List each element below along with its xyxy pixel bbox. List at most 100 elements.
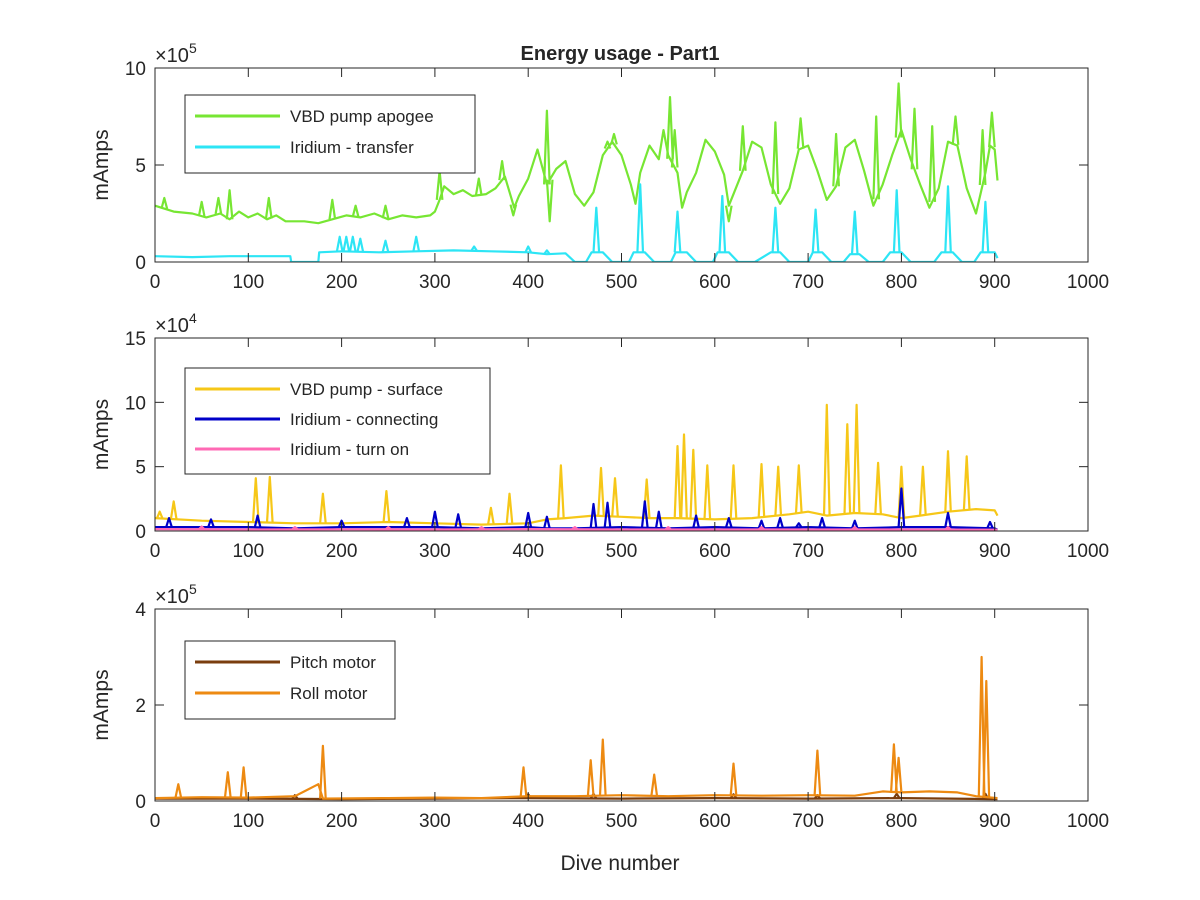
y-axis-label: mAmps [90, 399, 113, 470]
x-tick-label: 900 [979, 541, 1011, 562]
y-exponent-base: ×10 [155, 45, 189, 67]
series-spike [610, 132, 618, 145]
series-spike [239, 766, 248, 798]
series-spike [381, 204, 390, 219]
series-spike [519, 766, 528, 797]
series-spike [944, 185, 952, 253]
legend-box [184, 94, 476, 174]
series-roll-motor [155, 655, 998, 800]
series-spike [654, 510, 663, 529]
legend: VBD pump - surface Iridium - connecting Ir… [184, 367, 491, 475]
legend-label: Iridium - transfer [290, 138, 414, 157]
x-tick-label: 200 [326, 811, 358, 832]
y-exponent-label: ×105 [155, 40, 197, 67]
subplot-3: 0 100 200 300 400 500 600 700 800 900 1000 0 2 4 ×105 m… [90, 581, 1109, 832]
series-spike [474, 177, 483, 196]
series-line-vbd-pump-apogee [155, 129, 999, 225]
series-spike [505, 492, 514, 524]
series-spike [724, 517, 733, 528]
series-spike [729, 464, 738, 519]
series-spike [650, 773, 659, 797]
series-spike [910, 107, 919, 170]
y-exponent-power: 5 [189, 581, 197, 597]
series-spike [498, 160, 506, 181]
series-spike [557, 464, 565, 519]
series-spike [897, 487, 906, 528]
series-spike [729, 793, 738, 799]
x-tick-label: 800 [886, 272, 918, 293]
series-spike [603, 501, 612, 528]
x-tick-label: 0 [150, 811, 161, 832]
series-spike [673, 445, 682, 519]
series-spike [774, 465, 783, 516]
series-spike [982, 679, 991, 798]
y-tick-label: 2 [135, 696, 146, 717]
series-spike [319, 744, 327, 799]
series-spike [771, 206, 780, 253]
series-spike [319, 492, 327, 524]
series-spike [198, 525, 206, 531]
series-iridium-turn-on [155, 525, 998, 531]
series-spike [356, 237, 365, 253]
series-spike [636, 183, 645, 253]
figure-title: Energy usage - Part1 [521, 43, 720, 65]
series-spike [890, 743, 898, 793]
series-spike [470, 245, 478, 252]
series-spike [264, 196, 273, 219]
x-tick-label: 900 [979, 811, 1011, 832]
series-line-vbd-pump-surface [155, 508, 999, 526]
series-line-iridium-turn-on [155, 528, 998, 531]
series-spike [894, 82, 903, 138]
legend-label: VBD pump - surface [290, 380, 443, 399]
series-spike [543, 249, 551, 255]
series-spike [757, 519, 766, 529]
series-spike [818, 517, 826, 528]
series-spike [794, 464, 803, 514]
legend-box [184, 640, 396, 720]
series-spike [223, 771, 232, 798]
x-axis-label: Dive number [560, 852, 679, 875]
series-spike [978, 129, 987, 186]
x-tick-label: 100 [232, 811, 264, 832]
series-spike [165, 517, 173, 528]
series-spike [251, 477, 260, 523]
series-spike [692, 514, 700, 528]
series-spike [892, 792, 901, 799]
series-vbd-pump-apogee [155, 82, 999, 225]
y-axis-label: mAmps [90, 669, 113, 740]
series-iridium-transfer [155, 183, 999, 262]
series-spike [524, 511, 533, 528]
series-spike [986, 520, 994, 529]
series-spike [928, 125, 937, 202]
x-tick-label: 300 [419, 811, 451, 832]
legend-label: VBD pump apogee [290, 107, 434, 126]
series-spike [724, 205, 733, 223]
series-spike [611, 477, 619, 517]
subplot-container: 0 100 200 300 400 500 600 700 800 900 10000510×105… [90, 40, 1109, 832]
y-exponent-power: 5 [189, 40, 197, 56]
series-spike [335, 235, 344, 252]
x-tick-label: 600 [699, 272, 731, 293]
series-spike [874, 461, 882, 515]
series-spike [670, 129, 679, 168]
legend-label: Iridium - connecting [290, 410, 438, 429]
series-spike [832, 132, 840, 187]
legend-label: Roll motor [290, 684, 368, 703]
series-spike [586, 759, 595, 796]
series-spike [894, 756, 903, 793]
series-spike [524, 245, 532, 253]
series-spike [384, 526, 392, 531]
series-spike [919, 465, 927, 516]
y-axis-label: mAmps [90, 129, 113, 200]
series-spike [757, 526, 765, 531]
series-spike [771, 121, 780, 195]
x-tick-label: 600 [699, 541, 731, 562]
subplot-1: 0 100 200 300 400 500 600 700 800 900 10000510×105… [90, 40, 1109, 293]
x-tick-label: 400 [512, 272, 544, 293]
y-tick-label: 10 [125, 393, 146, 414]
x-tick-label: 800 [886, 811, 918, 832]
x-tick-label: 1000 [1067, 811, 1109, 832]
series-spike [680, 433, 688, 519]
series-spike [342, 235, 351, 252]
series-spike [337, 519, 346, 528]
